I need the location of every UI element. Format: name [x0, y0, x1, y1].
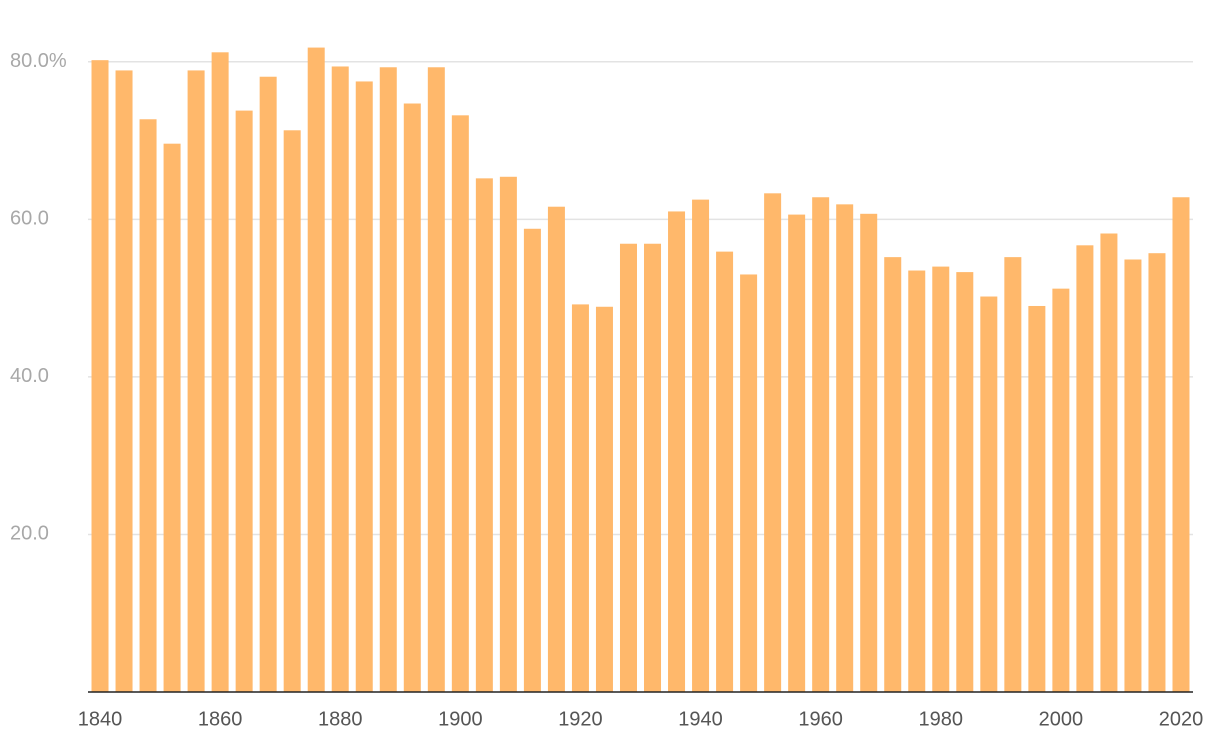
bar: [211, 52, 229, 693]
bar: [283, 130, 301, 693]
bar: [1076, 245, 1094, 692]
bar: [139, 119, 157, 692]
y-tick-label: 60.0: [10, 208, 49, 230]
bar: [523, 228, 541, 692]
bar: [379, 67, 397, 692]
bar: [259, 76, 277, 693]
bar: [91, 60, 109, 693]
bar: [355, 81, 373, 692]
x-tick-label: 2000: [1039, 708, 1084, 730]
bar: [716, 251, 734, 693]
x-tick-label: 1940: [678, 708, 723, 730]
bar: [427, 67, 445, 692]
bar: [788, 214, 806, 692]
bar: [475, 178, 493, 693]
bar: [451, 115, 469, 692]
x-tick-label: 2020: [1159, 708, 1204, 730]
bar: [307, 47, 325, 692]
bar: [331, 66, 349, 693]
y-tick-label: 20.0: [10, 523, 49, 545]
bar: [692, 199, 710, 692]
bar: [836, 204, 854, 692]
bar: [403, 103, 421, 692]
bar: [187, 70, 205, 693]
bar: [740, 274, 758, 692]
x-tick-label: 1900: [438, 708, 483, 730]
bar: [644, 243, 662, 693]
bar: [956, 272, 974, 692]
bar: [235, 110, 253, 693]
x-tick-label: 1920: [558, 708, 603, 730]
x-tick-label: 1960: [798, 708, 843, 730]
bar: [1004, 257, 1022, 692]
y-tick-label: 80.0%: [10, 50, 67, 72]
bar: [932, 266, 950, 692]
x-tick-label: 1840: [78, 708, 123, 730]
bar: [1172, 197, 1190, 692]
bar: [163, 143, 181, 692]
bar: [595, 306, 613, 692]
bar: [1124, 259, 1142, 692]
bar: [884, 257, 902, 692]
bar: [547, 206, 565, 692]
bar: [1052, 288, 1070, 692]
bar: [1028, 305, 1046, 692]
bar: [764, 193, 782, 692]
bar: [860, 213, 878, 693]
bar: [908, 270, 926, 692]
y-tick-label: 40.0: [10, 365, 49, 387]
bar: [668, 211, 686, 692]
x-tick-label: 1980: [919, 708, 964, 730]
bar: [1148, 253, 1166, 692]
x-tick-label: 1860: [198, 708, 243, 730]
bar: [1100, 233, 1118, 692]
bar: [812, 197, 830, 692]
bar: [115, 70, 133, 693]
bar: [619, 243, 637, 693]
x-tick-label: 1880: [318, 708, 363, 730]
bar: [571, 304, 589, 692]
bar: [499, 176, 517, 692]
bar: [980, 296, 998, 692]
